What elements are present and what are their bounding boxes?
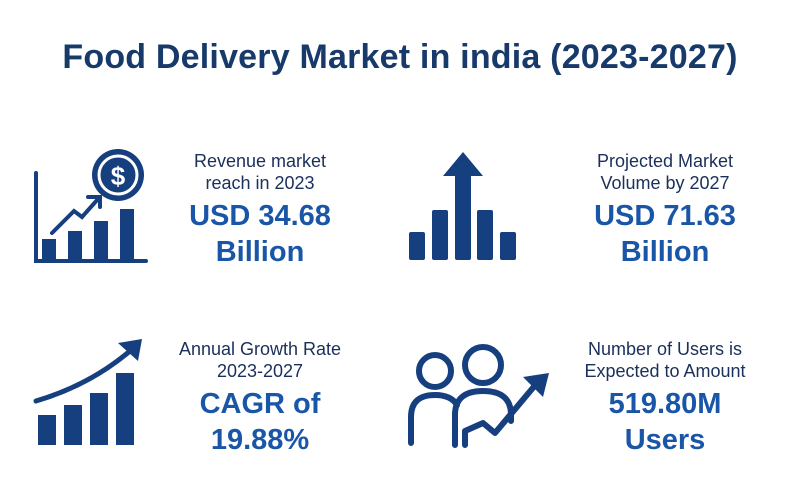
bar-chart-up-arrow-icon <box>409 152 516 260</box>
stat-users: Number of Users is Expected to Amount 519… <box>550 338 780 458</box>
stat-label: Revenue market reach in 2023 <box>193 151 327 193</box>
stat-label: Projected Market Volume by 2027 <box>596 151 734 193</box>
stat-value: 519.80M Users <box>608 388 722 456</box>
users-growth-icon <box>408 344 549 448</box>
stat-projected-volume: Projected Market Volume by 2027 USD 71.63… <box>550 150 780 270</box>
stat-revenue: Revenue market reach in 2023 USD 34.68 Bil… <box>145 150 375 270</box>
stat-value: CAGR of 19.88% <box>199 388 321 456</box>
stat-label: Number of Users is Expected to Amount <box>584 339 746 381</box>
growth-chart-icon <box>33 339 142 445</box>
page-title: Food Delivery Market in india (2023-2027… <box>62 38 738 76</box>
stat-value: USD 71.63 Billion <box>594 200 736 268</box>
stat-label: Annual Growth Rate 2023-2027 <box>178 339 342 381</box>
revenue-growth-dollar-icon: $ <box>34 149 148 263</box>
stat-annual-growth: Annual Growth Rate 2023-2027 CAGR of 19.88… <box>145 338 375 458</box>
stat-value: USD 34.68 Billion <box>189 200 331 268</box>
svg-text:$: $ <box>111 161 126 191</box>
